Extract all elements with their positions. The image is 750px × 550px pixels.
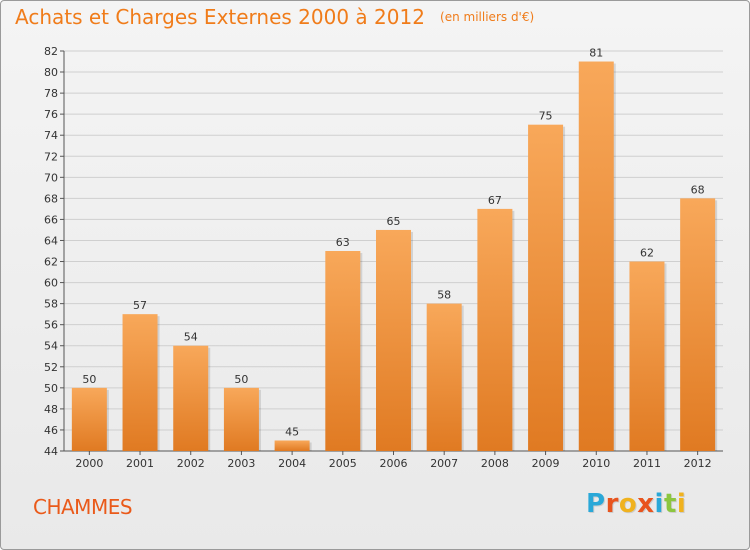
bar-value-label: 50 (82, 373, 96, 386)
y-tick-label: 70 (44, 171, 58, 184)
y-tick-label: 68 (44, 192, 58, 205)
bar (122, 314, 158, 451)
y-tick-label: 52 (44, 361, 58, 374)
commune-name: CHAMMES (33, 495, 133, 519)
brand-logo-letter: x (637, 489, 655, 519)
bar-value-label: 58 (437, 289, 451, 302)
bar-value-label: 67 (488, 194, 502, 207)
y-tick-label: 80 (44, 66, 58, 79)
y-tick-label: 54 (44, 340, 58, 353)
bar-value-label: 65 (387, 215, 401, 228)
bar (173, 345, 209, 451)
x-tick-label: 2005 (329, 457, 357, 470)
y-tick-label: 78 (44, 87, 58, 100)
brand-logo-letter: r (605, 489, 619, 519)
x-tick-label: 2010 (582, 457, 610, 470)
y-tick-label: 82 (44, 45, 58, 58)
y-tick-label: 60 (44, 277, 58, 290)
brand-logo-letter: i (676, 489, 687, 519)
x-tick-label: 2003 (227, 457, 255, 470)
bar (528, 124, 564, 452)
x-tick-label: 2001 (126, 457, 154, 470)
y-tick-label: 64 (44, 234, 58, 247)
title-row: Achats et Charges Externes 2000 à 2012 (… (15, 5, 534, 29)
bar-value-label: 75 (539, 110, 553, 123)
bar (71, 387, 107, 451)
bar-value-label: 81 (589, 47, 603, 60)
y-tick-label: 62 (44, 256, 58, 269)
y-tick-label: 72 (44, 150, 58, 163)
x-tick-label: 2006 (380, 457, 408, 470)
y-tick-label: 74 (44, 129, 58, 142)
brand-logo-letter: t (663, 489, 677, 519)
y-tick-label: 50 (44, 382, 58, 395)
bar (680, 198, 716, 451)
y-tick-label: 48 (44, 403, 58, 416)
bar (629, 261, 665, 451)
x-tick-label: 2004 (278, 457, 306, 470)
bar (578, 61, 614, 452)
chart-subtitle: (en milliers d'€) (440, 10, 535, 24)
x-tick-label: 2011 (633, 457, 661, 470)
x-tick-label: 2012 (684, 457, 712, 470)
y-tick-label: 58 (44, 298, 58, 311)
bar-value-label: 50 (234, 373, 248, 386)
bar (376, 229, 411, 451)
bar (426, 303, 462, 451)
brand-logo-letter: i (654, 489, 664, 519)
bars (71, 61, 718, 452)
bar-value-label: 54 (184, 331, 198, 344)
bar (274, 440, 310, 451)
x-tick-label: 2009 (532, 457, 560, 470)
x-tick-label: 2007 (430, 457, 458, 470)
bar-value-label: 57 (133, 299, 147, 312)
bar-value-label: 45 (285, 425, 299, 438)
y-tick-label: 46 (44, 424, 58, 437)
y-tick-label: 66 (44, 213, 58, 226)
labels: 50 2000 57 2001 54 2002 50 2003 45 2004 63 2005 65 20… (75, 47, 711, 470)
y-tick-label: 56 (44, 319, 58, 332)
brand-logo-letter: P (586, 489, 606, 519)
y-tick-label: 44 (44, 445, 58, 458)
bar (325, 251, 361, 451)
bar (223, 387, 259, 451)
bar (477, 208, 513, 451)
x-tick-label: 2000 (75, 457, 103, 470)
x-tick-label: 2002 (177, 457, 205, 470)
y-tick-label: 76 (44, 108, 58, 121)
bar-value-label: 68 (691, 183, 705, 196)
bar-value-label: 63 (336, 236, 350, 249)
chart-title: Achats et Charges Externes 2000 à 2012 (15, 5, 425, 29)
bar-value-label: 62 (640, 247, 654, 260)
x-tick-label: 2008 (481, 457, 509, 470)
brand-logo: Proxiti (586, 489, 686, 519)
brand-logo-letter: o (618, 489, 638, 519)
